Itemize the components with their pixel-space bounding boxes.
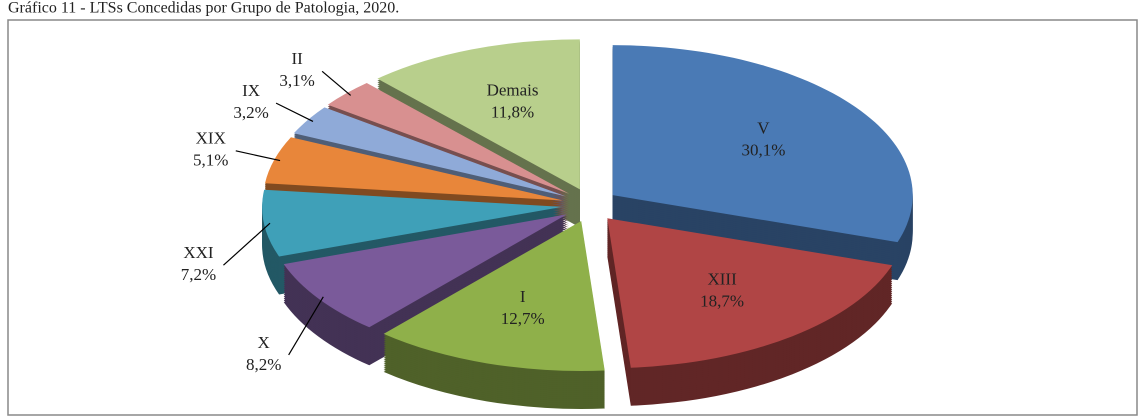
slice-value-label: 12,7%	[501, 309, 545, 328]
slice-value-label: 8,2%	[246, 355, 281, 374]
slice-value-label: 5,1%	[193, 151, 228, 170]
slice-value-label: 18,7%	[700, 291, 744, 310]
slice	[612, 45, 913, 243]
leader-line	[223, 222, 271, 266]
slice-value-label: 3,2%	[233, 103, 268, 122]
slice-label: XIII	[707, 269, 737, 288]
slice-label: I	[520, 287, 526, 306]
slice-label: IX	[242, 81, 260, 100]
leader-line	[288, 296, 324, 356]
slice-value-label: 11,8%	[491, 103, 534, 122]
slice	[293, 107, 566, 197]
slice-value-label: 30,1%	[741, 141, 785, 160]
chart-title: Gráfico 11 - LTSs Concedidas por Grupo d…	[8, 0, 399, 17]
slice	[265, 137, 564, 201]
slice-label: II	[291, 49, 303, 68]
slice-label: Demais	[487, 81, 539, 100]
slice	[377, 39, 580, 190]
slice	[327, 83, 570, 194]
leader-line	[235, 150, 281, 162]
slice-label: X	[258, 333, 270, 352]
slice	[607, 218, 893, 368]
slice-value-label: 7,2%	[181, 265, 216, 284]
slice-label: XIX	[196, 129, 226, 148]
slice-label: V	[757, 119, 770, 138]
slice	[283, 214, 567, 328]
leader-line	[321, 70, 352, 96]
leader-line	[275, 102, 314, 123]
slice	[262, 189, 563, 257]
slice	[383, 220, 605, 371]
slice-label: XXI	[183, 243, 214, 262]
slice-value-label: 3,1%	[279, 71, 314, 90]
